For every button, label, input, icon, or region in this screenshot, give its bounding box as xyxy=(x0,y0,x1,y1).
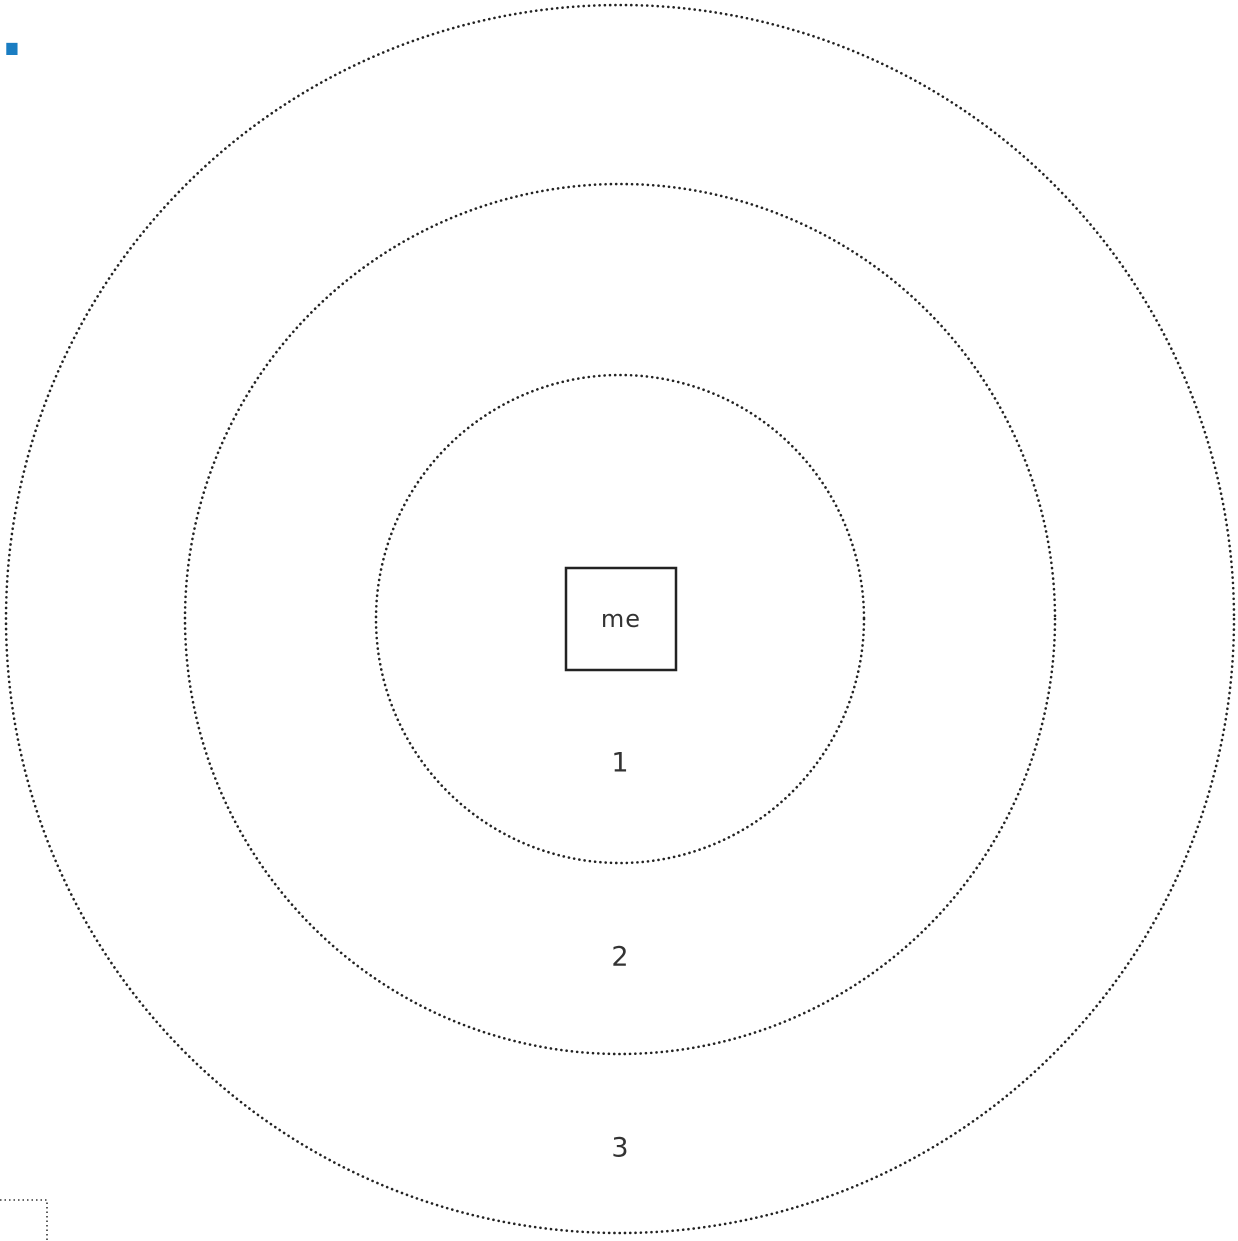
ring-label: 3 xyxy=(611,1133,628,1164)
middle-ring xyxy=(183,182,1057,1056)
ring-label: 2 xyxy=(611,942,628,973)
center-label: me xyxy=(601,605,641,633)
inner-ring xyxy=(374,373,866,865)
center-box xyxy=(564,566,678,672)
heading-fragment: e. xyxy=(0,0,24,71)
ring-label: 1 xyxy=(611,748,628,779)
outer-ring xyxy=(4,3,1236,1235)
dotted-box-corner xyxy=(0,1199,48,1241)
